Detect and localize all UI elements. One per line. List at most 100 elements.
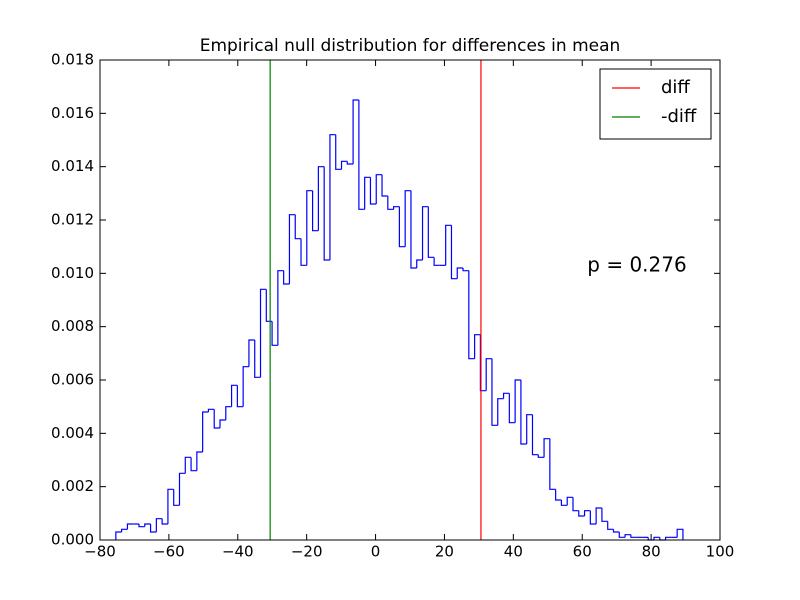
x-tick-label: −20 bbox=[291, 543, 323, 561]
histogram-step bbox=[555, 489, 562, 501]
legend-label: -diff bbox=[661, 106, 697, 127]
histogram-step bbox=[676, 528, 684, 540]
histogram-step bbox=[230, 384, 238, 407]
histogram-step bbox=[364, 176, 371, 210]
histogram-step bbox=[404, 190, 411, 247]
histogram-step bbox=[242, 366, 249, 407]
histogram-step bbox=[207, 408, 215, 412]
x-tick-label: 80 bbox=[642, 543, 661, 561]
histogram-step bbox=[578, 510, 585, 517]
histogram-step bbox=[462, 268, 469, 272]
histogram-step bbox=[369, 177, 377, 205]
histogram-step bbox=[607, 521, 614, 530]
y-tick-label: 0.014 bbox=[51, 157, 94, 175]
histogram-step bbox=[311, 190, 319, 232]
histogram-step bbox=[254, 340, 261, 378]
histogram-step bbox=[537, 454, 545, 458]
histogram-step bbox=[398, 206, 406, 248]
histogram-step bbox=[173, 489, 180, 506]
histogram-step bbox=[653, 536, 660, 540]
histogram-step bbox=[468, 270, 475, 360]
histogram-step bbox=[346, 161, 354, 165]
histogram-step bbox=[595, 507, 602, 524]
x-tick-label: −40 bbox=[222, 543, 254, 561]
chart-title: Empirical null distribution for differen… bbox=[200, 36, 621, 56]
histogram-step bbox=[549, 438, 556, 490]
histogram-step bbox=[560, 500, 568, 506]
histogram-step bbox=[300, 238, 307, 266]
histogram-step bbox=[583, 510, 591, 516]
x-tick-label: 60 bbox=[573, 543, 592, 561]
histogram-step bbox=[294, 214, 302, 240]
histogram-step bbox=[630, 534, 637, 538]
histogram-step bbox=[190, 457, 197, 472]
histogram-step bbox=[474, 334, 481, 359]
y-tick-label: 0.018 bbox=[51, 51, 94, 69]
histogram-step bbox=[283, 270, 290, 285]
y-tick-label: 0.012 bbox=[51, 211, 94, 229]
histogram-step bbox=[601, 508, 608, 522]
annotation: p = 0.276 bbox=[587, 253, 686, 277]
histogram-step bbox=[612, 529, 620, 533]
histogram-step bbox=[416, 259, 423, 268]
histogram-step bbox=[445, 224, 452, 266]
x-tick-label: 100 bbox=[706, 543, 735, 561]
y-tick-label: 0.006 bbox=[51, 371, 94, 389]
histogram-step bbox=[167, 488, 174, 524]
histogram-step bbox=[161, 518, 168, 525]
histogram-step bbox=[589, 510, 597, 525]
histogram-step bbox=[155, 518, 163, 532]
histogram-step bbox=[121, 528, 128, 532]
histogram-step bbox=[196, 451, 203, 471]
y-tick-label: 0.000 bbox=[51, 531, 94, 549]
histogram-step bbox=[491, 358, 498, 426]
histogram-step bbox=[410, 190, 417, 269]
histogram-step bbox=[433, 257, 440, 266]
legend-box bbox=[599, 68, 712, 140]
histogram-step bbox=[520, 380, 527, 445]
histogram-step bbox=[387, 196, 394, 210]
histogram-step bbox=[352, 99, 359, 164]
histogram-step bbox=[358, 100, 365, 210]
histogram-step bbox=[526, 414, 533, 444]
legend-label: diff bbox=[661, 77, 690, 98]
histogram-step bbox=[508, 393, 516, 424]
histogram-step bbox=[259, 288, 267, 378]
y-tick-label: 0.010 bbox=[51, 264, 94, 282]
histogram-step bbox=[138, 524, 145, 528]
histogram-step bbox=[126, 523, 134, 530]
x-tick-label: −60 bbox=[153, 543, 185, 561]
histogram-step bbox=[317, 166, 325, 231]
y-tick-label: 0.008 bbox=[51, 317, 94, 335]
histogram-step bbox=[144, 523, 151, 527]
x-tick-label: 0 bbox=[371, 543, 381, 561]
histogram-step bbox=[664, 536, 672, 540]
histogram-step bbox=[288, 214, 296, 284]
histogram-step bbox=[502, 392, 510, 399]
histogram-step bbox=[531, 414, 539, 456]
histogram-step bbox=[566, 496, 573, 506]
histogram-step bbox=[485, 358, 492, 391]
histogram-step bbox=[335, 134, 342, 170]
histogram-step bbox=[329, 134, 336, 260]
histogram-step bbox=[340, 160, 348, 170]
histogram-step bbox=[543, 438, 550, 458]
histogram-step bbox=[618, 532, 626, 538]
histogram-step bbox=[393, 206, 400, 210]
histogram-step bbox=[306, 190, 313, 266]
histogram-step bbox=[271, 321, 278, 346]
x-tick-label: 40 bbox=[504, 543, 523, 561]
histogram-step bbox=[236, 385, 244, 408]
histogram-step bbox=[115, 531, 122, 540]
histogram-step bbox=[572, 497, 579, 512]
histogram-step bbox=[277, 270, 284, 346]
histogram-step bbox=[421, 206, 429, 260]
histogram-step bbox=[497, 398, 504, 426]
plot-frame bbox=[99, 59, 721, 541]
histogram-step bbox=[456, 267, 464, 279]
histogram-step bbox=[248, 339, 255, 367]
histogram-step bbox=[265, 289, 273, 322]
histogram-step bbox=[624, 534, 631, 538]
y-tick-label: 0.004 bbox=[51, 424, 94, 442]
